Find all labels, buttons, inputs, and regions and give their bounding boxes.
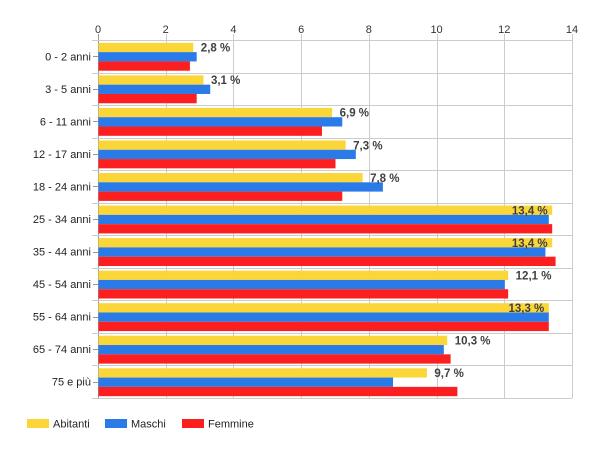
data-label: 3,1 %: [211, 75, 240, 87]
bar-femmine: [98, 224, 553, 234]
bar-abitanti: [98, 270, 509, 280]
bar-maschi: [98, 117, 343, 127]
bar-maschi: [98, 84, 211, 94]
x-tick-label: 6: [298, 24, 304, 36]
x-tick-label: 14: [566, 24, 578, 36]
bar-maschi: [98, 182, 383, 192]
data-label: 12,1 %: [516, 270, 552, 282]
bar-maschi: [98, 214, 549, 225]
legend-label-maschi: Maschi: [131, 419, 166, 431]
category-label: 55 - 64 anni: [33, 312, 91, 324]
bar-abitanti: [98, 107, 333, 118]
legend-swatch-femmine: [182, 419, 204, 428]
bar-femmine: [98, 321, 549, 332]
data-label: 13,4 %: [512, 238, 548, 250]
bar-maschi: [98, 345, 444, 355]
bar-abitanti: [98, 335, 448, 346]
bar-maschi: [98, 52, 197, 62]
data-label: 10,3 %: [455, 336, 491, 348]
x-tick-label: 10: [430, 24, 442, 36]
data-labels: 2,8 % 3,1 % 6,9 % 7,3 % 7,8 % 13,4 % 13,4 % 12,…: [201, 43, 552, 380]
bar-femmine: [98, 386, 458, 397]
legend-swatch-abitanti: [27, 419, 49, 428]
category-label: 0 - 2 anni: [45, 51, 91, 63]
bar-abitanti: [98, 303, 549, 313]
category-label: 12 - 17 anni: [33, 149, 91, 161]
legend-swatch-maschi: [105, 419, 127, 428]
data-label: 13,4 %: [512, 205, 548, 217]
x-tick-label: 4: [230, 24, 236, 36]
bar-femmine: [98, 159, 336, 169]
x-tick-label: 8: [366, 24, 372, 36]
category-label: 45 - 54 anni: [33, 279, 91, 291]
data-label: 9,7 %: [434, 368, 463, 380]
data-label: 7,8 %: [370, 173, 399, 185]
gridlines: [92, 34, 573, 399]
bar-maschi: [98, 279, 505, 290]
legend-label-abitanti: Abitanti: [53, 419, 90, 431]
bar-abitanti: [98, 205, 553, 215]
bars: [98, 42, 556, 397]
data-label: 2,8 %: [201, 43, 230, 55]
bar-femmine: [98, 354, 451, 364]
bar-femmine: [98, 256, 556, 266]
category-label: 35 - 44 anni: [33, 247, 91, 259]
category-label: 75 e più: [52, 377, 91, 389]
bar-femmine: [98, 61, 190, 71]
bar-femmine: [98, 93, 197, 104]
bar-femmine: [98, 126, 322, 136]
bar-maschi: [98, 377, 394, 387]
legend: Abitanti Maschi Femmine: [27, 419, 254, 431]
bar-abitanti: [98, 173, 363, 183]
bar-maschi: [98, 149, 356, 160]
category-axis: 0 - 2 anni 3 - 5 anni 6 - 11 anni 12 - 17 a…: [33, 51, 98, 389]
x-axis-ticks: 0 2 4 6 8 10 12 14: [95, 24, 578, 36]
bar-abitanti: [98, 368, 427, 378]
bar-abitanti: [98, 42, 194, 53]
x-tick-label: 2: [163, 24, 169, 36]
category-label: 6 - 11 anni: [40, 116, 91, 128]
x-tick-label: 0: [95, 24, 101, 36]
category-label: 3 - 5 anni: [45, 84, 91, 96]
category-label: 65 - 74 anni: [33, 344, 91, 356]
bar-femmine: [98, 191, 343, 201]
bar-femmine: [98, 289, 509, 299]
data-label: 7,3 %: [353, 140, 382, 152]
x-tick-label: 12: [498, 24, 510, 36]
bar-abitanti: [98, 238, 553, 248]
category-label: 25 - 34 anni: [33, 214, 91, 226]
bar-maschi: [98, 247, 546, 257]
bar-abitanti: [98, 75, 204, 85]
data-label: 6,9 %: [340, 108, 369, 120]
bar-abitanti: [98, 140, 346, 150]
bar-maschi: [98, 312, 549, 322]
legend-label-femmine: Femmine: [208, 419, 254, 431]
data-label: 13,3 %: [508, 303, 544, 315]
category-label: 18 - 24 anni: [33, 181, 91, 193]
